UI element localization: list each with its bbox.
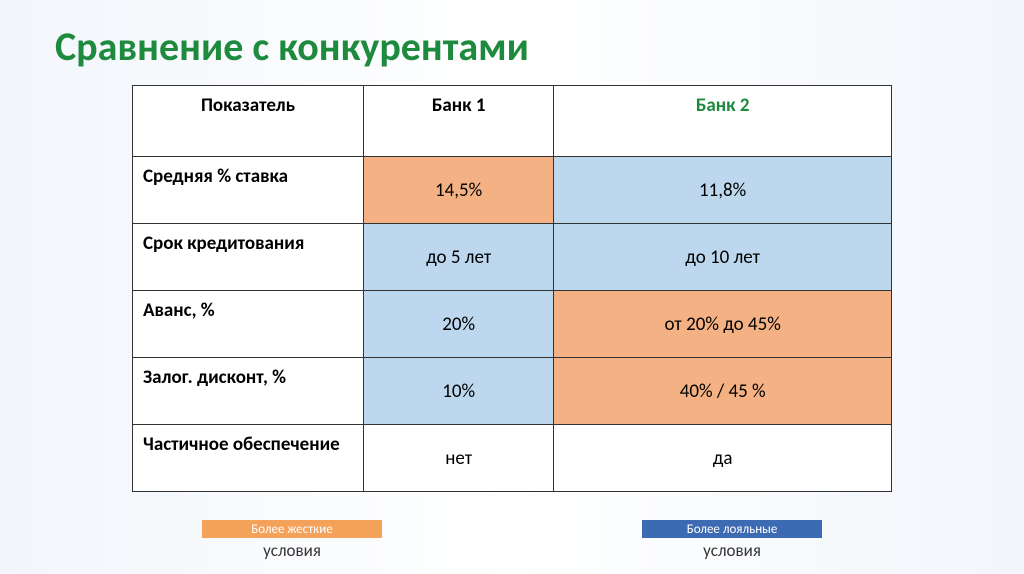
table-row: Аванс, % 20% от 20% до 45% — [133, 291, 892, 358]
slide: Сравнение с конкурентами Показатель Банк… — [0, 0, 1024, 574]
legend: Более жесткие условия Более лояльные усл… — [55, 520, 969, 561]
bank2-cell: 11,8% — [554, 157, 892, 224]
legend-loyal-text: условия — [642, 540, 822, 561]
bank2-cell: от 20% до 45% — [554, 291, 892, 358]
legend-strict-stripe: Более жесткие — [202, 520, 382, 538]
metric-cell: Залог. дисконт, % — [133, 358, 364, 425]
metric-cell: Срок кредитования — [133, 224, 364, 291]
slide-title: Сравнение с конкурентами — [55, 22, 969, 71]
comparison-table: Показатель Банк 1 Банк 2 Средняя % ставк… — [132, 85, 892, 492]
bank1-cell: 20% — [364, 291, 554, 358]
legend-loyal: Более лояльные условия — [642, 520, 822, 561]
bank1-cell: 14,5% — [364, 157, 554, 224]
metric-cell: Средняя % ставка — [133, 157, 364, 224]
bank1-cell: до 5 лет — [364, 224, 554, 291]
table-header-row: Показатель Банк 1 Банк 2 — [133, 86, 892, 157]
metric-cell: Частичное обеспечение — [133, 425, 364, 492]
legend-strict-text: условия — [202, 540, 382, 561]
bank1-cell: 10% — [364, 358, 554, 425]
bank1-cell: нет — [364, 425, 554, 492]
table-row: Средняя % ставка 14,5% 11,8% — [133, 157, 892, 224]
metric-cell: Аванс, % — [133, 291, 364, 358]
table-row: Частичное обеспечение нет да — [133, 425, 892, 492]
header-bank1: Банк 1 — [364, 86, 554, 157]
legend-loyal-stripe: Более лояльные — [642, 520, 822, 538]
header-metric: Показатель — [133, 86, 364, 157]
table-row: Срок кредитования до 5 лет до 10 лет — [133, 224, 892, 291]
legend-strict: Более жесткие условия — [202, 520, 382, 561]
bank2-cell: до 10 лет — [554, 224, 892, 291]
bank2-cell: 40% / 45 % — [554, 358, 892, 425]
header-bank2: Банк 2 — [554, 86, 892, 157]
bank2-cell: да — [554, 425, 892, 492]
table-row: Залог. дисконт, % 10% 40% / 45 % — [133, 358, 892, 425]
